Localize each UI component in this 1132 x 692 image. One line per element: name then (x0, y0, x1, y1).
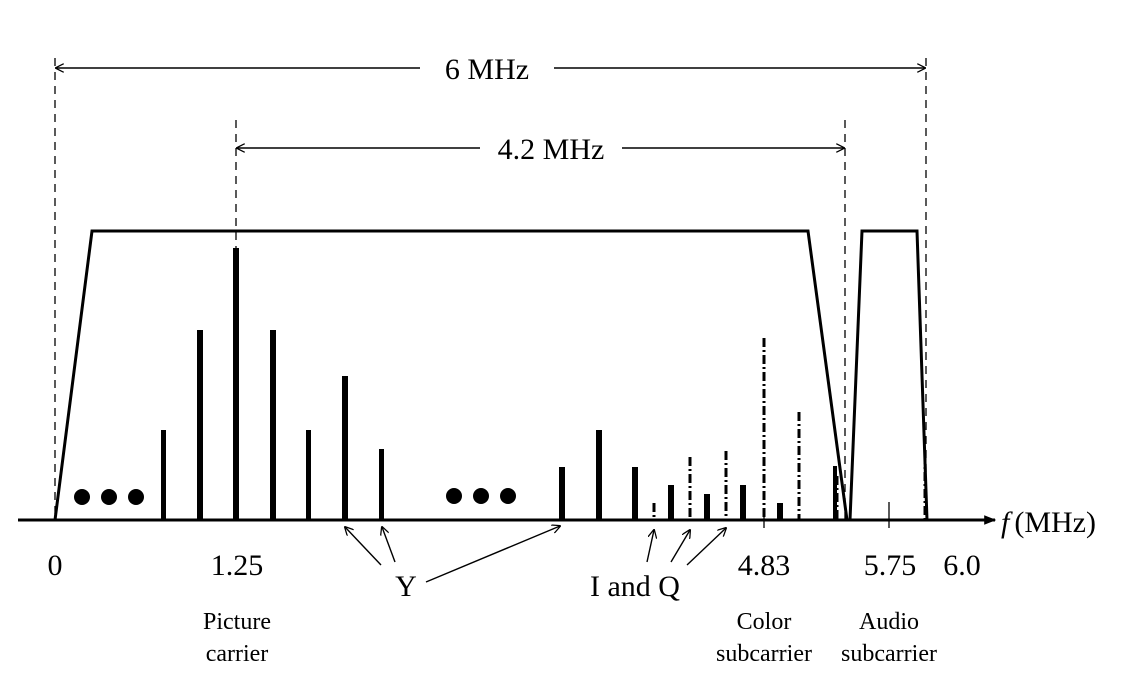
picture-carrier-line (233, 248, 239, 520)
audio-band-envelope (848, 229, 929, 521)
audio-caption-line1: Audio (859, 609, 919, 635)
luma-line (342, 376, 348, 520)
luma-line (270, 330, 276, 520)
picture-caption-line1: Picture (203, 609, 271, 635)
luma-line (632, 467, 638, 520)
span-4-2mhz-label: 4.2 MHz (498, 133, 605, 166)
ellipsis-dots-middle (446, 488, 516, 504)
axis-label: f (MHz) (1001, 506, 1096, 539)
luma-pointer (425, 526, 560, 583)
chroma-annotation: I and Q (590, 528, 726, 603)
tick-labels: 0 1.25 4.83 5.75 6.0 (48, 549, 981, 582)
ellipsis-dots-left (74, 489, 144, 505)
tick-label-6-0: 6.0 (943, 549, 981, 582)
luminance-lines (161, 248, 837, 520)
luma-line (596, 430, 602, 520)
chroma-label: I and Q (590, 570, 680, 603)
tick-label-1-25: 1.25 (211, 549, 264, 582)
chrominance-lines (652, 338, 927, 520)
reference-lines (54, 58, 927, 520)
audio-caption-line2: subcarrier (841, 641, 937, 667)
dot (128, 489, 144, 505)
luma-line (559, 467, 565, 520)
luma-line (668, 485, 674, 520)
chroma-pointer (686, 528, 726, 566)
tick-label-5-75: 5.75 (864, 549, 917, 582)
axis-symbol: f (1001, 506, 1013, 539)
luma-line (197, 330, 203, 520)
luma-label: Y (395, 570, 417, 603)
span-4-2mhz: 4.2 MHz (237, 133, 844, 166)
span-6mhz-label: 6 MHz (445, 53, 529, 86)
dot (500, 488, 516, 504)
chroma-pointer (670, 530, 690, 563)
axis-unit: (MHz) (1014, 506, 1096, 539)
tick-label-0: 0 (48, 549, 63, 582)
tick-label-4-83: 4.83 (738, 549, 791, 582)
video-band-envelope (53, 229, 849, 521)
luma-line (740, 485, 746, 520)
luma-line (833, 466, 837, 520)
color-caption-line2: subcarrier (716, 641, 812, 667)
luma-pointer (345, 527, 382, 566)
luma-line (704, 494, 710, 520)
dot (473, 488, 489, 504)
luma-line (777, 503, 783, 520)
chroma-pointer (646, 530, 654, 563)
color-caption-line1: Color (737, 609, 792, 635)
luma-pointer (382, 527, 396, 563)
captions: Picture carrier Color subcarrier Audio s… (203, 609, 937, 667)
dot (74, 489, 90, 505)
luma-line (161, 430, 166, 520)
luma-line (306, 430, 311, 520)
span-6mhz: 6 MHz (56, 53, 925, 86)
luma-annotation: Y (345, 526, 560, 603)
dot (446, 488, 462, 504)
dot (101, 489, 117, 505)
luma-line (379, 449, 384, 520)
picture-caption-line2: carrier (206, 641, 269, 667)
